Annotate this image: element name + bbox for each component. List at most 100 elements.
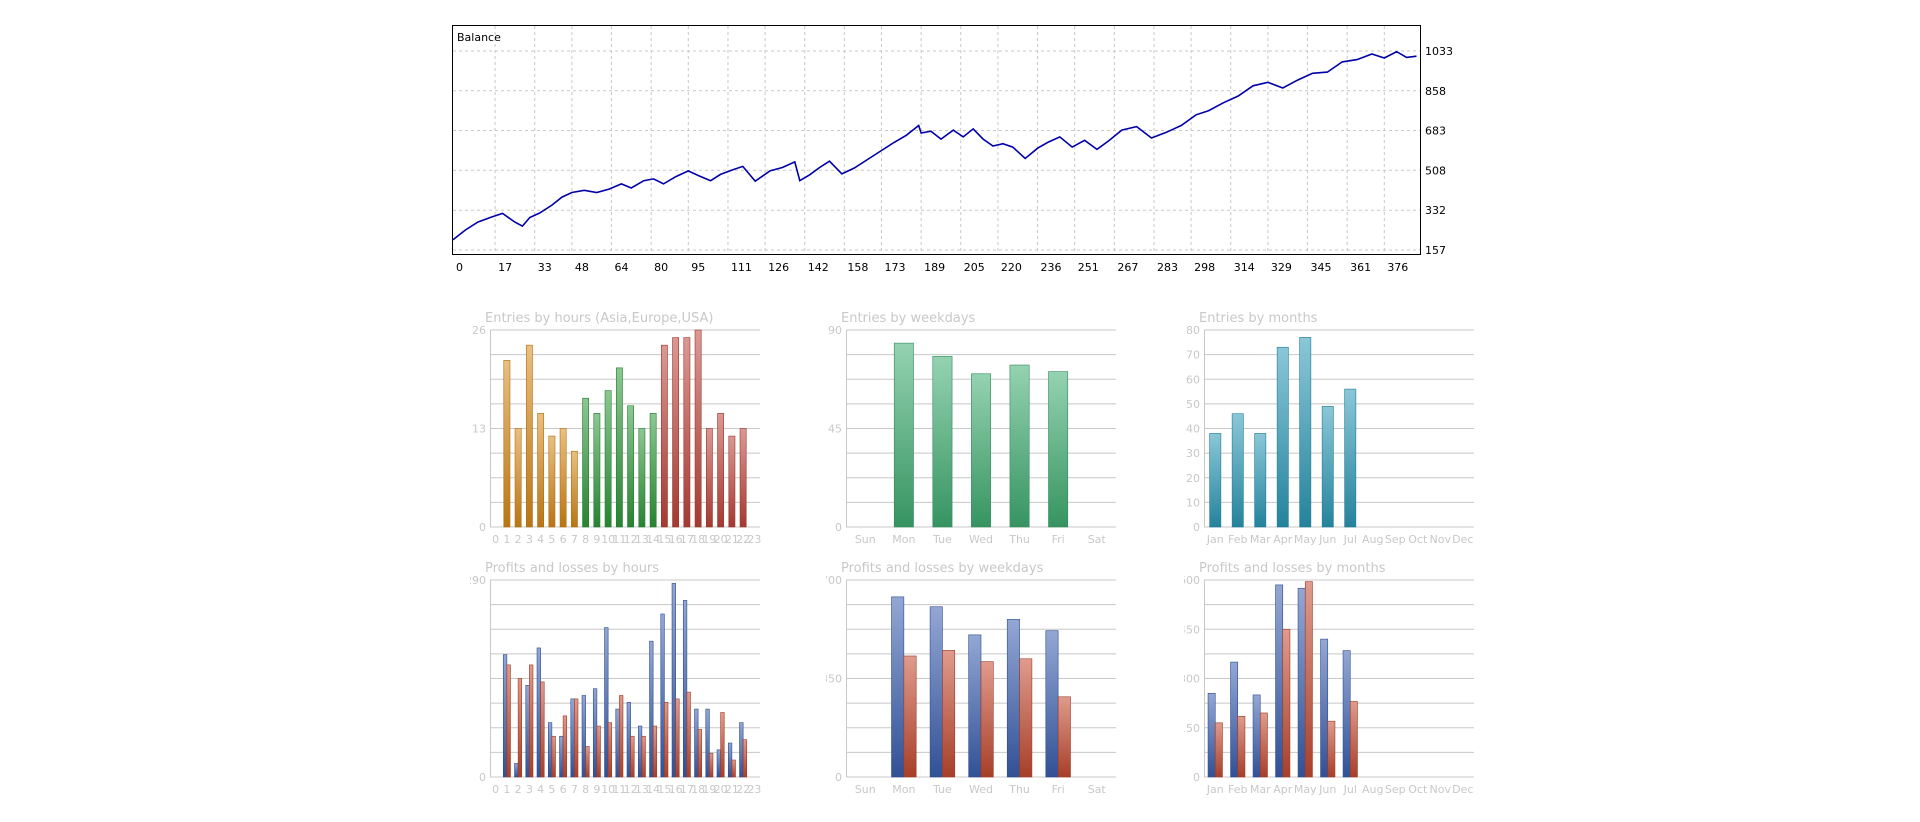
bar <box>694 329 702 528</box>
loss-bar <box>540 681 545 778</box>
x-tick-label: 23 <box>747 783 761 796</box>
bar <box>1254 433 1267 528</box>
balance-x-tick-label: 64 <box>615 261 629 274</box>
x-tick-label: Dec <box>1452 783 1473 796</box>
profit-bar <box>626 701 631 778</box>
x-tick-label: Aug <box>1362 783 1383 796</box>
balance-x-tick-label: 251 <box>1078 261 1099 274</box>
loss-bar <box>742 739 748 778</box>
bar <box>683 337 691 528</box>
balance-x-tick-label: 361 <box>1350 261 1371 274</box>
loss-bar <box>731 759 736 778</box>
x-tick-label: 14 <box>646 783 660 796</box>
x-tick-label: Wed <box>969 533 993 546</box>
loss-bar <box>686 691 691 778</box>
bar <box>1276 346 1289 528</box>
y-tick-label: 40 <box>1186 423 1200 436</box>
x-tick-label: 3 <box>526 783 533 796</box>
x-tick-label: 6 <box>560 783 567 796</box>
x-tick-label: Tue <box>932 783 952 796</box>
bar <box>893 342 914 528</box>
profits-losses-by-hours-chart: Profits and losses by hours0290012345678… <box>465 555 780 809</box>
balance-x-tick-label: 173 <box>885 261 906 274</box>
balance-series-line <box>452 50 1417 241</box>
y-tick-label: 0 <box>1193 521 1200 534</box>
chart-title: Profits and losses by hours <box>485 561 659 576</box>
profit-bar <box>1275 584 1284 778</box>
chart-title: Profits and losses by weekdays <box>841 561 1044 576</box>
balance-y-tick-label: 508 <box>1425 164 1446 177</box>
y-tick-label: 60 <box>1186 373 1200 386</box>
x-tick-label: Jan <box>1206 783 1224 796</box>
y-tick-label: 13 <box>472 423 486 436</box>
x-tick-label: 23 <box>747 533 761 546</box>
balance-x-tick-label: 283 <box>1157 261 1178 274</box>
x-tick-label: Jun <box>1318 533 1336 546</box>
y-tick-label: 600 <box>1184 574 1200 587</box>
x-tick-label: 18 <box>691 533 705 546</box>
x-tick-label: Sat <box>1088 783 1107 796</box>
y-tick-label: 300 <box>1184 673 1200 686</box>
profit-bar <box>891 596 905 778</box>
loss-bar <box>675 698 680 778</box>
chart-title: Entries by months <box>1199 311 1318 326</box>
profit-bar <box>1006 619 1020 778</box>
profit-bar <box>694 708 699 778</box>
bar <box>971 373 991 528</box>
loss-bar <box>652 725 658 778</box>
x-tick-label: 8 <box>582 783 589 796</box>
loss-bar <box>1214 722 1223 778</box>
profit-bar <box>525 684 530 778</box>
balance-x-tick-label: 158 <box>847 261 868 274</box>
loss-bar <box>942 650 956 778</box>
bar <box>604 390 612 528</box>
loss-bar <box>1327 720 1336 778</box>
profit-bar <box>1342 650 1351 778</box>
x-tick-label: 13 <box>635 533 649 546</box>
balance-y-tick-label: 157 <box>1425 244 1446 257</box>
y-tick-label: 450 <box>1184 623 1200 636</box>
loss-bar <box>1019 658 1033 778</box>
x-tick-label: May <box>1294 533 1317 546</box>
balance-x-tick-label: 298 <box>1194 261 1215 274</box>
profit-bar <box>649 640 654 778</box>
profit-bar <box>547 722 553 778</box>
bar <box>717 413 725 528</box>
profit-bar <box>671 583 676 778</box>
balance-x-tick-label: 345 <box>1311 261 1332 274</box>
x-tick-label: 15 <box>657 783 671 796</box>
bar <box>548 435 556 528</box>
balance-chart-title: Balance <box>457 31 501 44</box>
bar <box>627 405 635 528</box>
balance-x-tick-label: 220 <box>1001 261 1022 274</box>
x-tick-label: 1 <box>503 533 510 546</box>
loss-bar <box>506 664 511 778</box>
profit-bar <box>739 722 744 778</box>
balance-x-tick-label: 48 <box>575 261 589 274</box>
y-tick-label: 290 <box>470 574 486 587</box>
x-tick-label: 0 <box>492 533 499 546</box>
balance-x-tick-label: 17 <box>498 261 512 274</box>
loss-bar <box>697 729 703 778</box>
bar <box>593 413 601 528</box>
x-tick-label: 10 <box>601 783 615 796</box>
balance-x-tick-label: 376 <box>1387 261 1408 274</box>
balance-y-tick-label: 1033 <box>1425 45 1453 58</box>
y-tick-label: 70 <box>1186 349 1200 362</box>
y-tick-label: 26 <box>472 324 486 337</box>
bar <box>728 435 736 528</box>
balance-x-tick-label: 80 <box>654 261 668 274</box>
bar <box>660 344 668 528</box>
entries-by-weekdays-chart: Entries by weekdays 0 45 90 Sun Mon Tue Wed Thu F… <box>826 305 1136 559</box>
y-tick-label: 0 <box>835 771 842 784</box>
profit-bar <box>514 763 519 778</box>
x-tick-label: Sun <box>855 533 876 546</box>
x-tick-label: 7 <box>571 533 578 546</box>
bar <box>739 428 747 528</box>
profit-bar <box>1320 638 1329 778</box>
profit-bar <box>1207 692 1216 778</box>
x-tick-label: 4 <box>537 533 544 546</box>
profit-bar <box>1252 694 1261 778</box>
bar <box>932 355 953 528</box>
x-tick-label: 19 <box>702 533 716 546</box>
